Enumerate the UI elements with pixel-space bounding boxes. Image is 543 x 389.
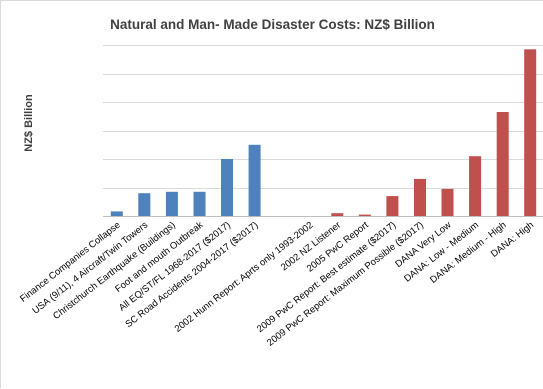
bar [248, 144, 261, 217]
bar [138, 193, 151, 216]
bar [386, 196, 399, 216]
bar [524, 49, 537, 216]
chart-title: Natural and Man- Made Disaster Costs: NZ… [110, 17, 435, 32]
bar [469, 156, 482, 216]
bar [165, 191, 178, 216]
bar [110, 211, 123, 216]
bar [441, 188, 454, 216]
bar [331, 213, 344, 216]
bar [193, 191, 206, 216]
bar [221, 159, 233, 216]
bar [358, 214, 371, 216]
x-tick-label: Finance Companies Collapse [18, 220, 123, 305]
bar [414, 178, 426, 216]
bar [496, 112, 509, 216]
